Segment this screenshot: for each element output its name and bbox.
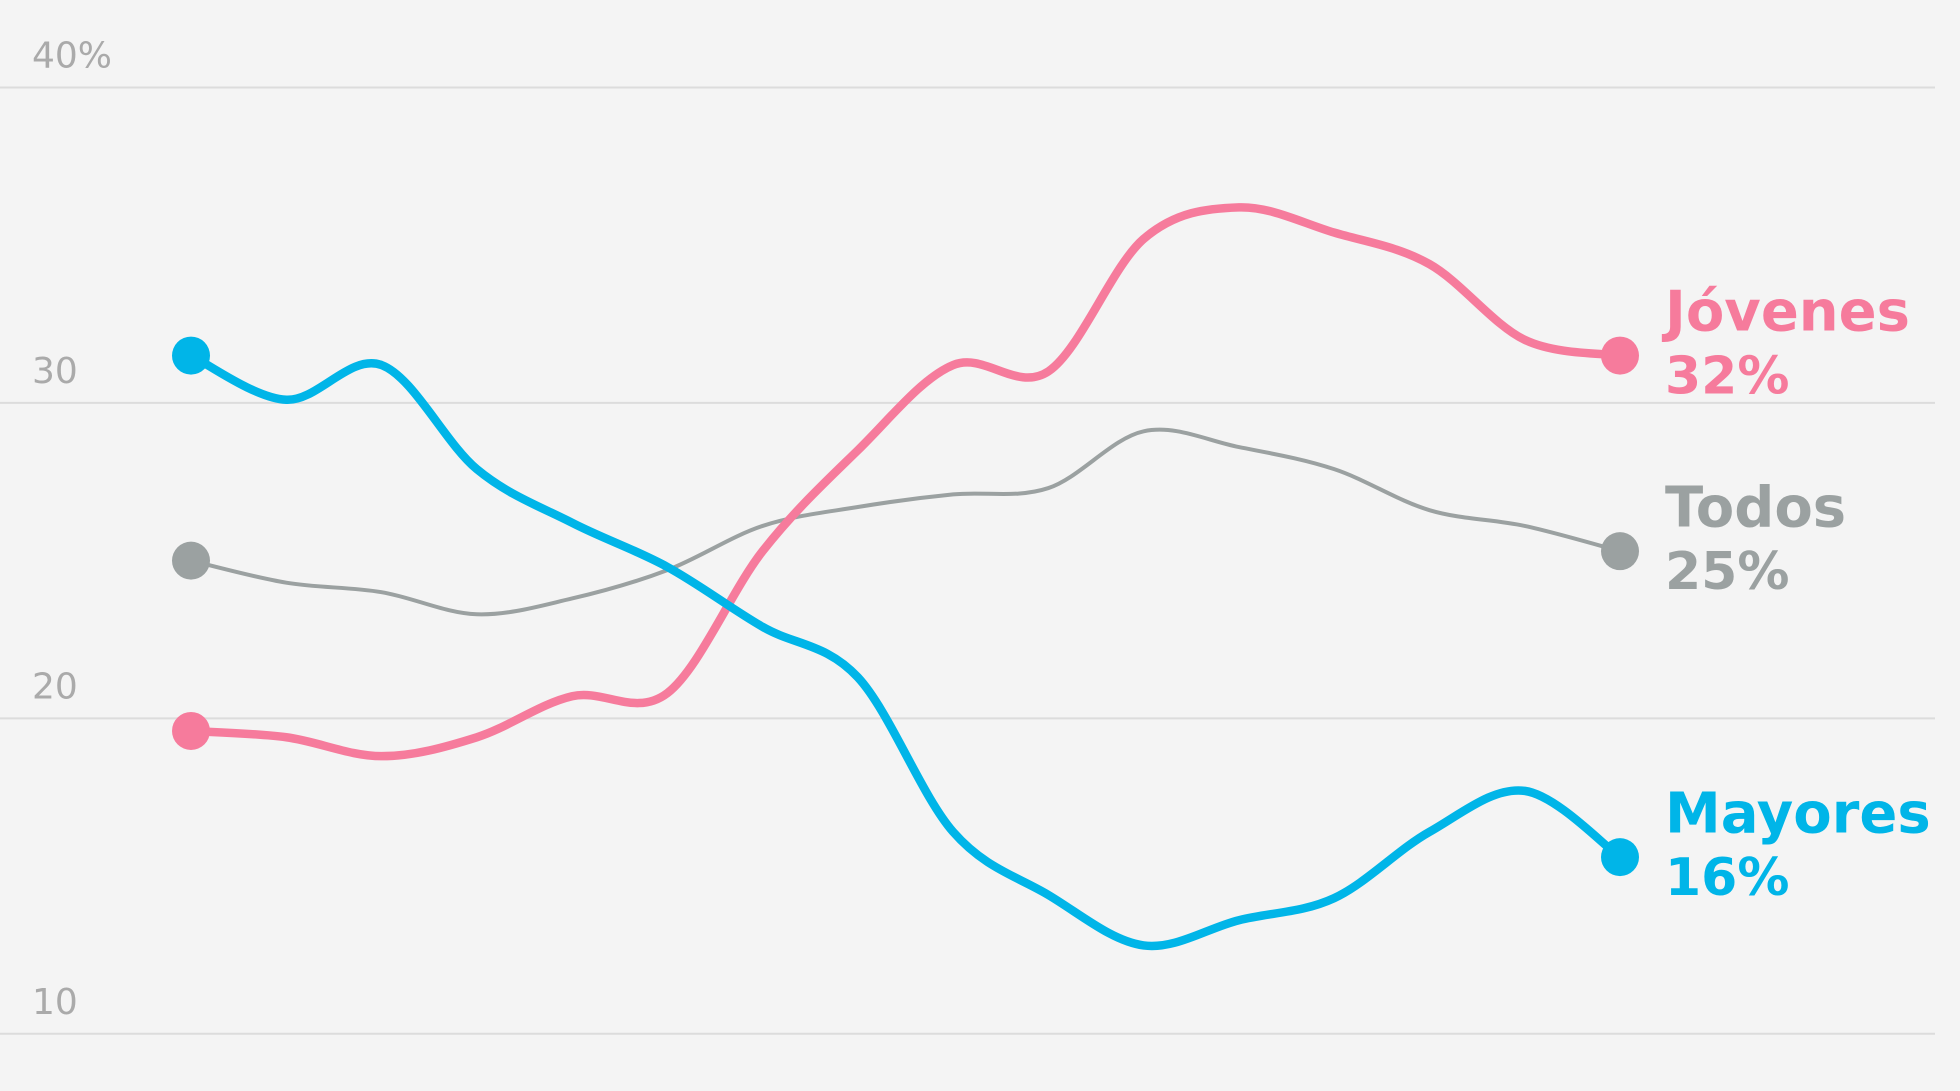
series-label: Todos [1665,475,1846,540]
line [186,351,1625,951]
value-label: 32% [1665,347,1789,407]
end-dot [172,541,210,580]
series-label: Jóvenes [1661,280,1910,345]
end-dot [172,336,210,375]
line [186,203,1625,761]
end-dot [172,711,210,750]
y-tick-label: 40% [32,36,112,77]
value-label: 25% [1665,542,1789,602]
end-dot [1601,838,1639,877]
end-dot [1601,336,1639,375]
value-label: 16% [1665,848,1789,908]
end-dot [1601,532,1639,571]
y-tick-label: 20 [32,666,78,707]
y-tick-label: 30 [32,351,78,392]
series-label: Mayores [1665,781,1931,846]
y-tick-label: 10 [32,982,78,1023]
line [189,427,1622,617]
